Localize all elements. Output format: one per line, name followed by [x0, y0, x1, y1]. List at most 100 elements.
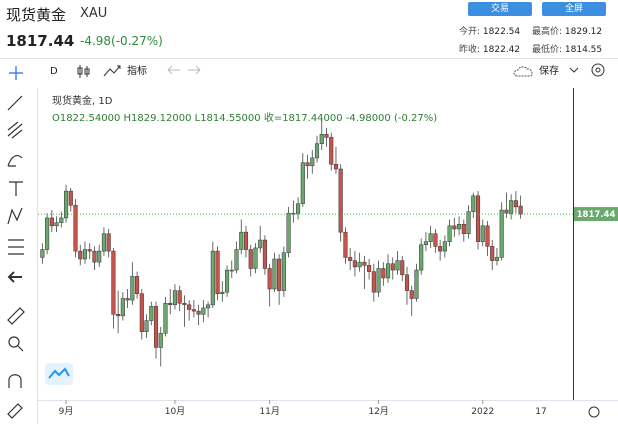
candle-body	[206, 304, 211, 309]
candle-body	[442, 241, 447, 252]
brush-tool[interactable]	[7, 155, 23, 167]
x-tick-label: 10月	[165, 406, 185, 417]
text-tool[interactable]	[9, 181, 23, 196]
candle-type-icon[interactable]	[77, 65, 90, 78]
indicators-button[interactable]: 指标	[127, 64, 147, 77]
candle-body	[319, 133, 324, 144]
back-tool[interactable]	[7, 271, 22, 283]
undo[interactable]	[167, 65, 180, 75]
candle-body	[333, 163, 339, 170]
candle-body	[220, 291, 225, 295]
settings-icon[interactable]	[591, 63, 605, 77]
candle-body	[457, 224, 462, 230]
candle-body	[452, 225, 457, 230]
candle-body	[376, 268, 381, 293]
candle-body	[296, 203, 301, 214]
last-price-box	[574, 207, 618, 222]
candle-body	[229, 269, 234, 272]
candle-body	[362, 261, 367, 266]
price-change: -4.98(-0.27%)	[80, 34, 163, 48]
line-tool[interactable]	[7, 95, 23, 111]
legend-ohlc: O1822.54000 H1829.12000 L1814.55000 收=18…	[52, 111, 437, 124]
candle-body	[381, 268, 386, 279]
stat-value: 1814.55	[564, 45, 603, 55]
candle-body	[348, 257, 353, 261]
eraser-tool[interactable]	[7, 403, 23, 419]
candle-body	[300, 162, 305, 204]
dropdown[interactable]	[569, 67, 579, 73]
candle-body	[215, 250, 220, 295]
candle-body	[509, 200, 514, 214]
candle-body	[187, 304, 192, 310]
candle-body	[73, 205, 78, 252]
candle-body	[139, 293, 144, 332]
magnet-tool[interactable]	[8, 374, 22, 388]
instrument-name: 现货黄金	[6, 6, 67, 24]
stat-label: 昨收:	[459, 45, 481, 55]
axis-settings[interactable]	[588, 406, 600, 418]
x-tick-label: 9月	[59, 406, 74, 417]
candle-body	[419, 244, 424, 271]
candle-body	[63, 190, 69, 219]
candle-body	[499, 209, 504, 258]
fib-tool[interactable]	[7, 121, 23, 139]
candle-body	[224, 269, 230, 293]
left-toolbar	[7, 66, 25, 419]
candle-body	[158, 332, 163, 348]
settings-icon-core	[595, 67, 601, 73]
candle-body	[513, 200, 518, 208]
crosshair-tool[interactable]	[9, 66, 23, 80]
candle-body	[253, 247, 258, 269]
candle-body	[343, 231, 348, 258]
candle-body	[92, 250, 97, 263]
candle-body	[191, 309, 196, 312]
cloud-icon[interactable]	[513, 66, 533, 77]
candle-body	[111, 250, 116, 315]
candle-body	[471, 195, 476, 212]
candle-body	[101, 233, 106, 252]
candle-body	[149, 306, 154, 321]
candle-body	[196, 310, 201, 315]
x-tick-label: 2022	[471, 407, 494, 417]
candle-body	[234, 249, 239, 271]
stat-label: 今开:	[459, 27, 481, 37]
redo[interactable]	[188, 65, 201, 75]
candle-body	[45, 217, 50, 250]
candle-body	[163, 302, 168, 334]
candle-body	[329, 137, 334, 165]
candle-body	[409, 290, 414, 299]
trade-button[interactable]: 交易	[468, 2, 532, 16]
legend-title: 现货黄金, 1D	[52, 94, 113, 107]
save-button[interactable]: 保存	[539, 64, 559, 77]
candle-body	[177, 290, 182, 304]
pattern-tool[interactable]	[7, 207, 23, 225]
prediction-tool[interactable]	[8, 239, 24, 255]
candle-body	[248, 249, 253, 269]
candle-body	[395, 260, 400, 271]
candle-body	[310, 157, 315, 167]
stat: 今开: 1822.54	[459, 24, 520, 37]
candle-body	[433, 233, 438, 247]
candle-body	[475, 195, 481, 242]
candle-body	[490, 246, 495, 261]
fullscreen-button[interactable]: 全屏	[542, 2, 606, 16]
candle-body	[68, 190, 73, 206]
candle-body	[423, 241, 428, 246]
stat: 昨收: 1822.42	[459, 42, 520, 55]
interval[interactable]: D	[50, 66, 58, 77]
candle-body	[262, 239, 267, 269]
candle-body	[390, 263, 395, 271]
x-tick-label: 11月	[259, 406, 279, 417]
candle-body	[125, 298, 130, 301]
ruler-tool[interactable]	[7, 307, 25, 325]
candle-body	[494, 257, 500, 261]
candle-body	[135, 276, 140, 295]
symbol: XAU	[80, 6, 108, 21]
stat: 最高价: 1829.12	[532, 24, 602, 37]
zoom-tool[interactable]	[8, 336, 20, 348]
candle-body	[82, 249, 88, 260]
last-price-label: 1817.44	[577, 210, 616, 220]
indicator-icon[interactable]	[103, 65, 121, 77]
candle-body	[239, 231, 244, 250]
